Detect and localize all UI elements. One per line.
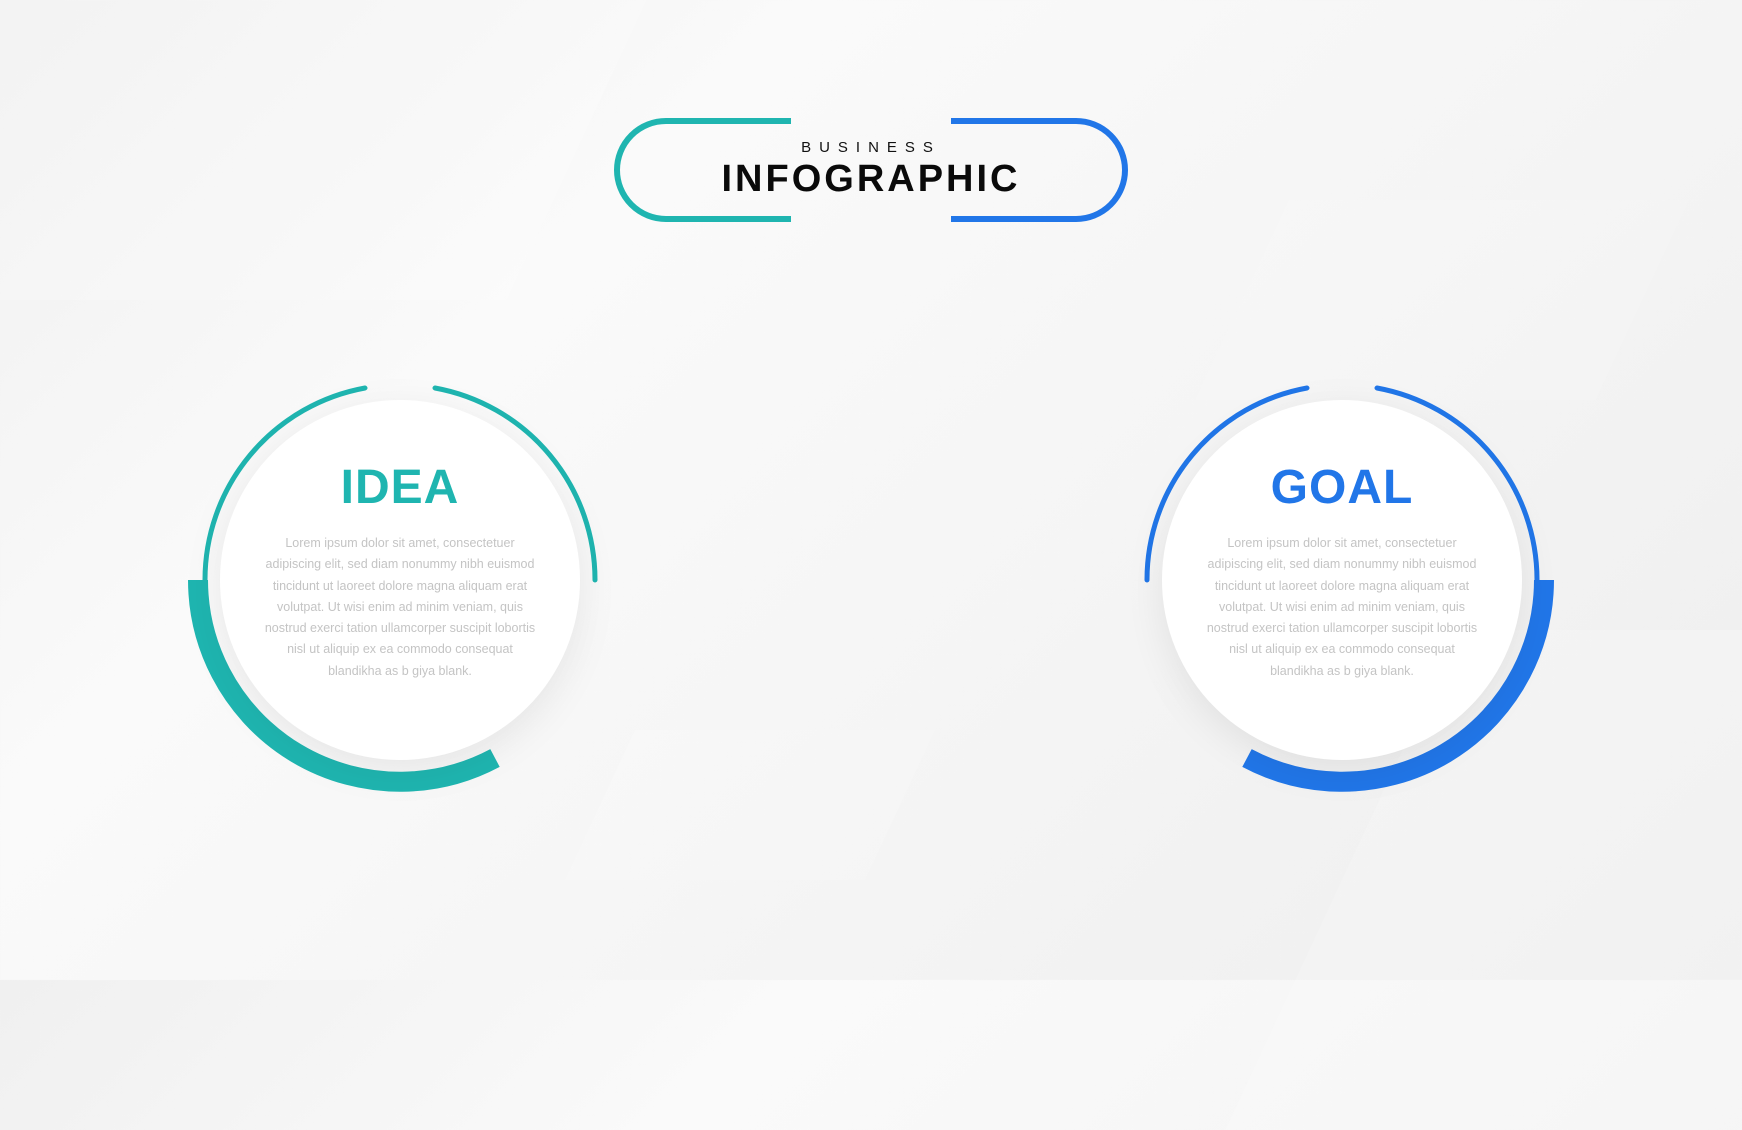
goal-drop-icon [1302, 730, 1402, 830]
idea-inner-circle: IDEA Lorem ipsum dolor sit amet, consect… [220, 400, 580, 760]
header-pretitle: BUSINESS [801, 139, 941, 156]
idea-title: IDEA [341, 460, 460, 515]
header-pill: BUSINESS INFOGRAPHIC [611, 115, 1131, 225]
goal-body: Lorem ipsum dolor sit amet, consectetuer… [1202, 533, 1482, 682]
idea-body: Lorem ipsum dolor sit amet, consectetuer… [260, 533, 540, 682]
header-title: INFOGRAPHIC [722, 158, 1021, 201]
goal-title: GOAL [1271, 460, 1414, 515]
idea-drop-icon [340, 730, 440, 830]
goal-inner-circle: GOAL Lorem ipsum dolor sit amet, consect… [1162, 400, 1522, 760]
